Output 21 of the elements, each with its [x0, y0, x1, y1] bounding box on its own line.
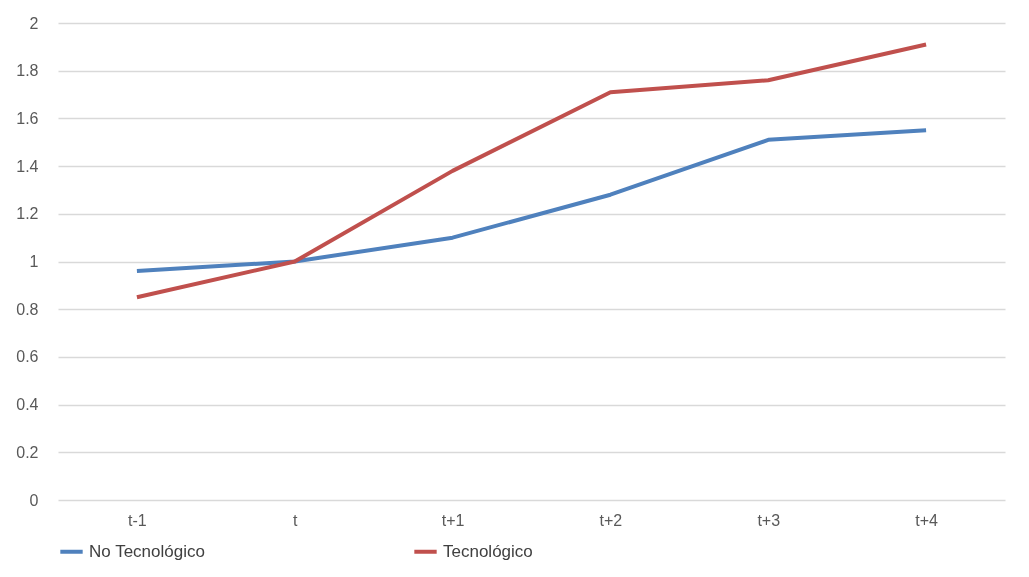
- y-tick-label: 0.8: [16, 300, 39, 318]
- x-tick-label: t+2: [599, 511, 623, 529]
- y-tick-label: 1.2: [16, 205, 39, 223]
- legend-label: Tecnológico: [443, 541, 533, 561]
- y-tick-label: 0: [29, 491, 39, 509]
- y-tick-label: 2: [29, 14, 39, 32]
- x-tick-label: t+1: [441, 511, 465, 529]
- x-tick-label: t: [293, 511, 299, 529]
- line-series: [134, 42, 929, 300]
- y-tick-label: 1: [29, 253, 39, 270]
- y-tick-label: 1.4: [16, 157, 39, 175]
- x-tick-label: t+4: [915, 511, 939, 529]
- y-tick-label: 0.2: [16, 443, 39, 461]
- x-tick-label: t-1: [128, 511, 147, 529]
- y-tick-label: 0.4: [16, 396, 39, 414]
- y-tick-label: 1.6: [16, 109, 39, 127]
- legend-label: No Tecnológico: [89, 541, 205, 561]
- y-tick-label: 0.6: [16, 348, 39, 366]
- line-series: [134, 128, 929, 274]
- x-tick-label: t+3: [757, 511, 781, 529]
- y-tick-label: 1.8: [16, 62, 39, 80]
